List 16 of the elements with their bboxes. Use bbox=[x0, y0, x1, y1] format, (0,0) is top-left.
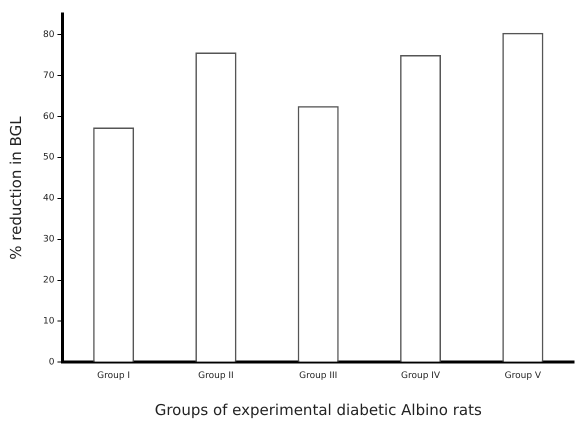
x-tick-label: Group I bbox=[97, 370, 130, 381]
x-tick-label: Group III bbox=[299, 370, 338, 381]
x-tick-label: Group II bbox=[198, 370, 234, 381]
y-axis-title: % reduction in BGL bbox=[6, 116, 25, 260]
y-tick-label: 30 bbox=[43, 234, 55, 245]
y-tick-label: 50 bbox=[43, 152, 55, 163]
y-tick-label: 0 bbox=[48, 358, 55, 368]
x-tick-label: Group V bbox=[504, 370, 542, 381]
x-tick-label: Group IV bbox=[400, 370, 441, 381]
y-tick-label: 40 bbox=[43, 194, 55, 204]
y-tick-label: 70 bbox=[43, 70, 55, 81]
y-tick-label: 10 bbox=[43, 316, 55, 327]
y-tick-label: 20 bbox=[43, 276, 55, 286]
y-tick-label: 60 bbox=[43, 112, 55, 122]
y-tick-label: 80 bbox=[43, 30, 55, 40]
x-axis-title: Groups of experimental diabetic Albino rats bbox=[154, 400, 482, 419]
